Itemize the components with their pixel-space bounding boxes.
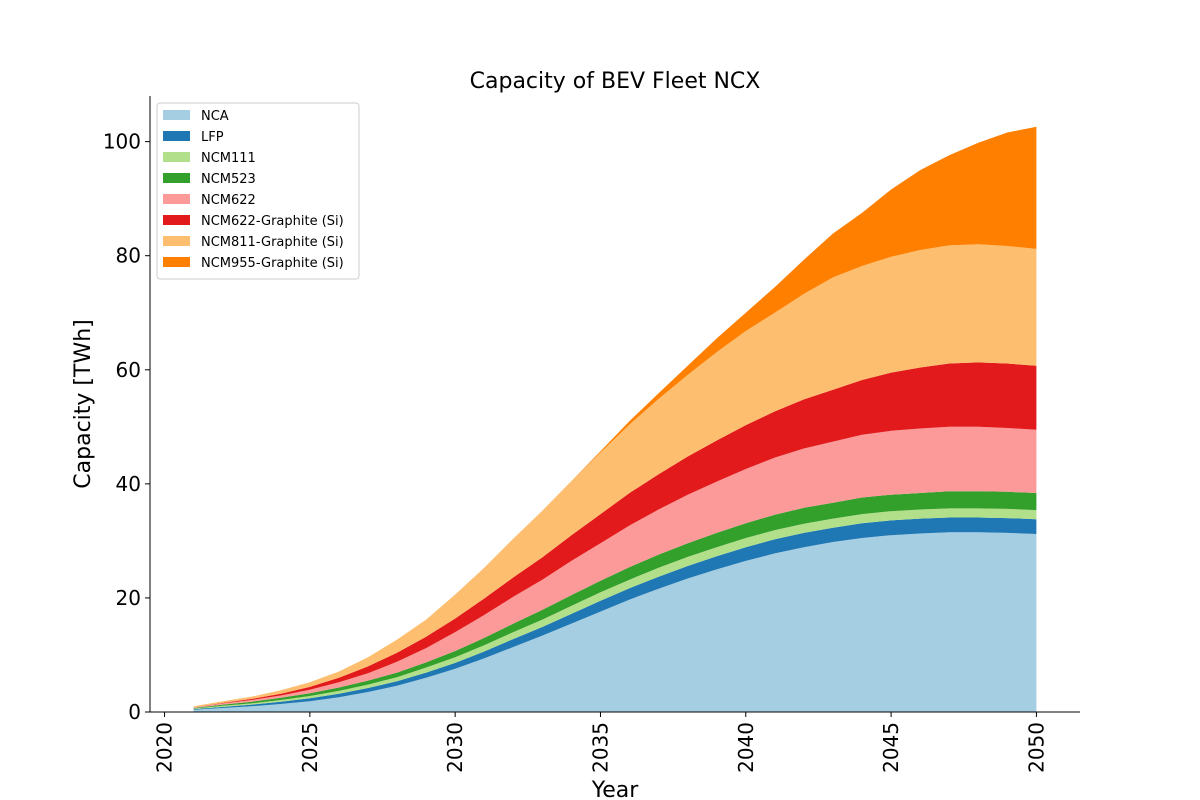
legend-swatch [163, 194, 190, 204]
y-tick-label: 100 [103, 130, 141, 154]
area-series-5 [193, 362, 1037, 708]
legend-label: NCA [201, 109, 229, 124]
area-series-4 [193, 426, 1037, 708]
legend-label: NCM622-Graphite (Si) [201, 214, 344, 229]
chart-title: Capacity of BEV Fleet NCX [470, 69, 761, 94]
legend-swatch [163, 215, 190, 225]
legend-swatch [163, 152, 190, 162]
y-tick-label: 0 [128, 700, 141, 724]
legend-swatch [163, 131, 190, 141]
y-ticks: 0 20 40 60 80 100 [103, 130, 150, 724]
legend-label: NCM523 [201, 172, 256, 187]
area-series-7 [193, 126, 1037, 707]
area-series-group [193, 126, 1037, 712]
legend: NCA LFP NCM111 NCM523 NCM622 NCM622-Graphite … [156, 102, 360, 280]
x-tick-label: 2040 [734, 722, 758, 773]
x-tick-label: 2045 [879, 722, 903, 773]
axes [149, 96, 1080, 713]
y-tick-label: 80 [116, 244, 141, 268]
y-tick-label: 60 [116, 358, 141, 382]
y-tick-label: 20 [116, 586, 141, 610]
x-tick-label: 2050 [1024, 722, 1048, 773]
x-tick-label: 2025 [298, 722, 322, 773]
x-tick-label: 2020 [153, 722, 177, 773]
legend-swatch [163, 236, 190, 246]
legend-label: NCM111 [201, 151, 256, 166]
x-tick-label: 2035 [589, 722, 613, 773]
x-tick-label: 2030 [443, 722, 467, 773]
legend-label: LFP [201, 130, 224, 145]
legend-box [156, 102, 360, 280]
legend-label: NCM811-Graphite (Si) [201, 235, 344, 250]
area-series-0 [193, 532, 1037, 712]
legend-swatch [163, 257, 190, 267]
x-ticks: 2020 2025 2030 2035 2040 2045 2050 [153, 712, 1048, 773]
y-axis-label: Capacity [TWh] [71, 319, 96, 488]
legend-label: NCM955-Graphite (Si) [201, 256, 344, 271]
legend-swatch [163, 173, 190, 183]
legend-label: NCM622 [201, 193, 256, 208]
y-tick-label: 40 [116, 472, 141, 496]
legend-swatch [163, 110, 190, 120]
x-axis-label: Year [591, 778, 640, 800]
area-series-6 [193, 244, 1037, 708]
